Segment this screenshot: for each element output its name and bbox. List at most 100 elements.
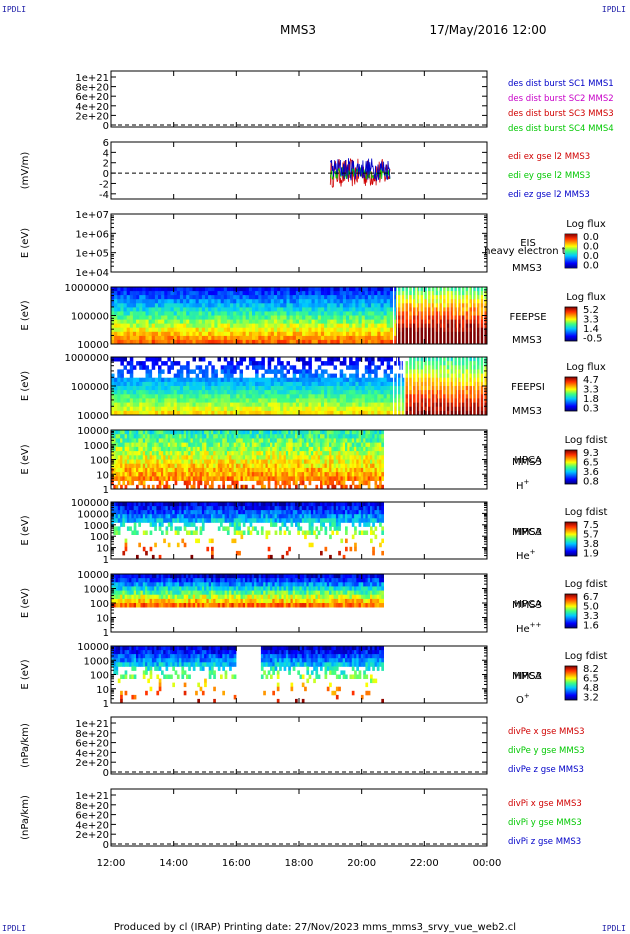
feeps-i-pixel [248, 402, 253, 408]
hpca-h-pixel [290, 476, 294, 481]
feeps-i-pixel [111, 386, 115, 391]
hpca-h-pixel [154, 459, 157, 465]
feeps-e-pixel [214, 291, 218, 296]
hpca-h-pixel [161, 442, 164, 448]
feeps-e-pixel [424, 291, 428, 296]
feeps-e-pixel [201, 339, 206, 345]
hpca-h-pixel [374, 442, 378, 448]
feeps-e-pixel [405, 319, 409, 325]
feeps-e-pixel [402, 311, 406, 316]
hpca-h-pixel [220, 463, 223, 469]
hpca-h-pixel [181, 467, 185, 473]
hpca-h-pixel [215, 434, 219, 439]
feeps-e-pixel [317, 295, 322, 300]
feeps-i-pixel [223, 402, 228, 408]
feeps-e-pixel [183, 315, 187, 320]
hpca-h-pixel [213, 472, 216, 477]
hpca-h-pixel [267, 484, 271, 490]
feeps-e-pixel [195, 319, 200, 325]
feeps-i-pixel [317, 410, 322, 416]
hpca-h-pixel [229, 430, 232, 435]
hpca-h-pixel [167, 472, 171, 477]
feeps-i-pixel [320, 381, 325, 387]
feeps-e-pixel [477, 315, 482, 320]
feeps-e-pixel [261, 303, 265, 308]
feeps-e-pixel [364, 315, 369, 320]
feeps-i-pixel [255, 402, 259, 408]
hpca-h-pixel [258, 434, 262, 439]
hpca-h-pixel [179, 442, 182, 448]
feeps-i-pixel [443, 402, 447, 408]
feeps-i-pixel [430, 406, 435, 412]
feeps-e-pixel [183, 335, 187, 341]
hpca-h-pixel [258, 467, 262, 473]
feeps-e-pixel [208, 299, 212, 304]
feeps-i-pixel [139, 361, 143, 366]
feeps-e-pixel [355, 335, 359, 341]
feeps-i-pixel [239, 361, 243, 366]
feeps-i-pixel [277, 390, 281, 395]
hpca-h-pixel [172, 472, 175, 477]
feeps-e-pixel [205, 299, 209, 304]
hpca-h-pixel [190, 430, 194, 435]
feeps-i-pixel [393, 386, 397, 391]
feeps-i-pixel [129, 373, 134, 379]
feeps-e-pixel [458, 315, 463, 320]
feeps-e-pixel [239, 323, 243, 329]
feeps-i-pixel [154, 377, 159, 383]
feeps-e-pixel [120, 327, 124, 333]
feeps-e-pixel [342, 323, 347, 329]
feeps-e-pixel [405, 307, 409, 312]
feeps-e-pixel [468, 287, 472, 292]
hpca-h-pixel [170, 446, 173, 452]
hpca-h-pixel [233, 480, 237, 486]
feeps-i-pixel [339, 402, 344, 408]
feeps-i-pixel [440, 369, 444, 374]
hpca-h-pixel [199, 480, 203, 486]
hpca-h-pixel [372, 430, 375, 435]
feeps-e-pixel [236, 335, 240, 341]
feeps-e-pixel [211, 339, 215, 345]
feeps-e-pixel [443, 303, 447, 308]
feeps-e-pixel [198, 327, 203, 333]
feeps-i-pixel [449, 410, 453, 416]
feeps-e-pixel [374, 319, 378, 325]
feeps-e-pixel [139, 287, 143, 292]
feeps-e-pixel [320, 315, 325, 320]
feeps-e-pixel [189, 327, 193, 333]
feeps-e-pixel [427, 331, 431, 337]
hpca-h-pixel [345, 438, 348, 443]
hpca-h-pixel [174, 459, 178, 465]
hpca-h-pixel [165, 480, 169, 486]
hpca-h-pixel [113, 430, 116, 435]
feeps-e-pixel [158, 327, 162, 333]
eis-ytick-label: 1e+06 [75, 229, 109, 240]
feeps-e-pixel [408, 327, 413, 333]
hpca-h-pixel [179, 476, 182, 481]
feeps-i-pixel [367, 365, 372, 370]
feeps-e-pixel [311, 303, 315, 308]
hpca-h-pixel [274, 467, 278, 473]
feeps-i-pixel [358, 398, 362, 403]
feeps-e-pixel [173, 319, 178, 325]
feeps-e-pixel [117, 291, 121, 296]
hpca-h-pixel [329, 434, 332, 439]
feeps-i-pixel [211, 406, 215, 412]
hpca-h-pixel [126, 451, 130, 456]
feeps-i-ytick-label: 100000 [71, 382, 109, 393]
hpca-h-pixel [370, 459, 373, 465]
feeps-i-pixel [449, 386, 453, 391]
hpca-h-pixel [113, 484, 116, 490]
feeps-e-pixel [327, 339, 331, 345]
hpca-h-pixel [326, 434, 330, 439]
hpca-h-pixel [197, 455, 200, 460]
feeps-i-pixel [383, 381, 388, 387]
feeps-i-pixel [430, 373, 435, 379]
feeps-i-pixel [264, 390, 268, 395]
feeps-i-pixel [123, 410, 127, 416]
hpca-h-pixel [270, 446, 273, 452]
feeps-e-pixel [255, 287, 259, 292]
feeps-e-pixel [440, 311, 444, 316]
hpca-h-pixel [238, 467, 241, 473]
feeps-e-pixel [136, 323, 140, 329]
